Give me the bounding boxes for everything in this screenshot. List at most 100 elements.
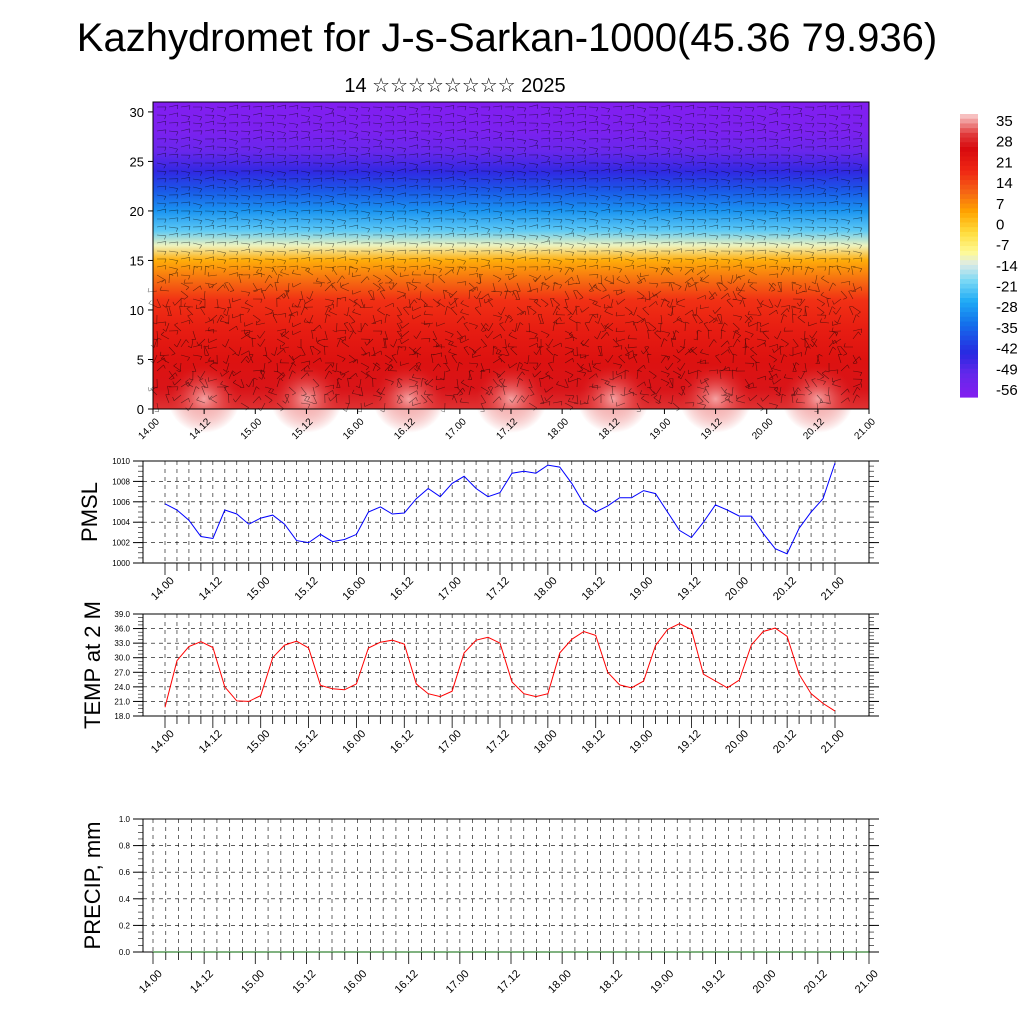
wind-barb-flag [548,362,553,364]
wind-barb-flag [728,138,731,143]
wind-barb-flag [559,284,563,289]
wind-barb-flag [860,379,863,384]
wind-barb-flag [848,105,851,110]
wind-barb [300,365,309,372]
wind-barb [352,274,362,277]
colorbar-label: 21 [996,154,1013,171]
wind-barb [312,128,322,132]
wind-barb [672,202,682,204]
wind-barb [300,266,310,269]
wind-barb [509,362,518,369]
wind-barb [552,185,562,188]
wind-barb-flag [475,156,479,161]
wind-barb [324,284,332,292]
wind-barb-flag [860,186,863,191]
wind-barb-flag [519,322,524,326]
wind-barb-flag [488,203,491,208]
wind-barb [670,282,674,292]
wind-barb [232,314,242,319]
wind-barb-flag [715,317,718,322]
wind-barb [492,345,494,356]
wind-barb-flag [773,386,778,390]
wind-barb-flag [367,147,371,152]
wind-barb [792,202,803,204]
wind-barb [304,321,314,324]
wind-barb [336,209,346,212]
wind-barb-flag [644,163,647,167]
wind-barb [309,346,314,356]
wind-barb-flag [832,282,836,286]
wind-barb-flag [377,307,381,311]
wind-barb [487,387,494,396]
wind-barb-flag [355,385,360,389]
wind-barb [372,154,382,157]
wind-barb-flag [244,331,249,335]
wind-barb [516,290,520,300]
wind-barb-flag [739,131,743,136]
wind-barb-flag [642,306,647,309]
wind-barb-flag [675,330,680,333]
wind-barb-flag [427,212,431,217]
wind-barb [837,314,842,324]
wind-barb [408,364,416,372]
wind-barb [612,374,622,380]
wind-barb-flag [440,139,443,144]
wind-barb [276,226,286,229]
wind-barb [200,370,206,379]
wind-barb-flag [303,367,306,372]
wind-barb [708,202,718,206]
wind-barb-flag [560,115,563,120]
wind-barb-flag [309,193,311,198]
wind-barb [804,346,808,356]
wind-barb [852,162,862,166]
wind-barb-flag [655,140,659,145]
wind-barb [624,264,634,268]
wind-barb-flag [583,236,586,241]
wind-barb [384,364,392,372]
wind-barb-flag [795,398,798,403]
wind-barb [444,208,454,212]
wind-barb [696,106,706,109]
wind-barb-flag [411,278,414,283]
colorbar-segment [960,118,978,125]
wind-barb-flag [750,346,754,350]
wind-barb-flag [836,258,839,263]
wind-barb [180,290,189,297]
wind-barb [804,256,814,260]
wind-barb [636,402,642,412]
wind-barb-flag [172,381,175,386]
wind-barb [696,402,706,406]
wind-barb-flag [643,180,647,185]
wind-barb-flag [639,390,643,394]
wind-barb [444,162,454,166]
wind-barb-flag [800,227,803,232]
wind-barb-flag [280,333,283,337]
wind-barb [628,391,638,396]
wind-barb-flag [232,379,237,383]
wind-barb [768,362,773,372]
wind-barb [251,338,254,348]
wind-barb-flag [799,108,803,113]
wind-barb-flag [223,180,227,185]
wind-barb-flag [448,340,452,345]
wind-barb-flag [400,332,403,337]
wind-barb-flag [775,244,779,249]
wind-barb-flag [165,241,167,246]
wind-barb [272,314,278,324]
wind-barb-flag [773,359,777,363]
wind-barb [780,226,790,229]
wind-barb [528,234,538,237]
wind-barb [352,393,362,396]
wind-barb-flag [344,233,347,238]
wind-barb-flag [823,156,827,161]
wind-barb-flag [560,342,562,348]
wind-barb [768,402,778,406]
wind-barb-flag [344,250,347,255]
wind-barb-flag [199,205,202,209]
wind-barb-flag [740,162,743,167]
wind-barb [528,378,533,388]
wind-barb [260,402,266,412]
wind-barb [696,265,706,268]
wind-barb-flag [291,302,294,307]
wind-barb [546,348,554,356]
